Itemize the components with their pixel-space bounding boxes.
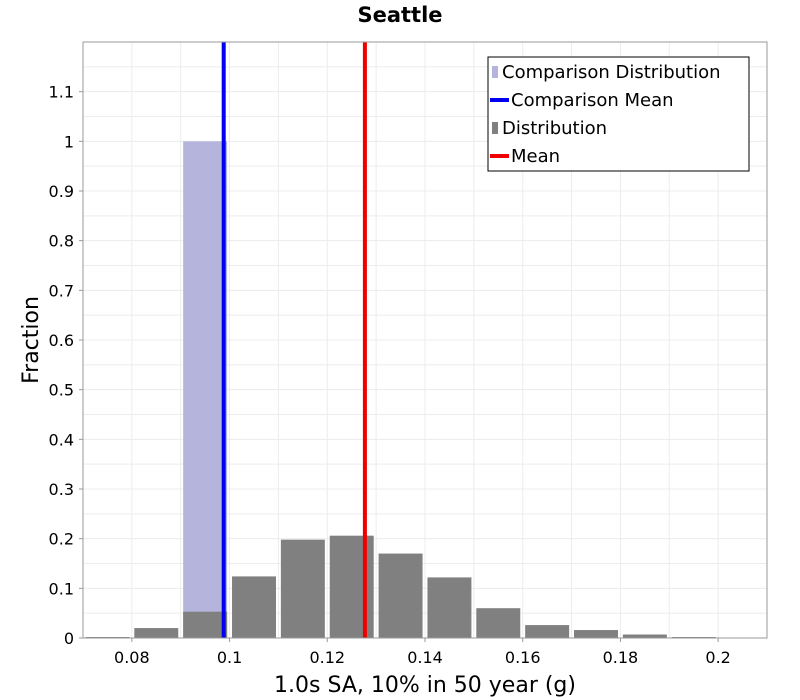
y-tick-label: 0 (64, 629, 74, 648)
y-tick-label: 1 (64, 132, 74, 151)
y-axis-ticks: 0 0.1 0.2 0.3 0.4 0.5 0.6 0.7 0.8 0.9 1 1.1 (49, 83, 83, 648)
distribution-legend-label: Distribution (502, 118, 607, 139)
chart-title: Seattle (357, 3, 442, 27)
x-tick-label: 0.12 (309, 648, 345, 667)
distribution-bar (232, 576, 276, 638)
distribution-bar (378, 553, 423, 638)
comparison-distribution-bars (183, 141, 228, 639)
x-tick-label: 0.18 (603, 648, 639, 667)
y-tick-label: 0.8 (49, 232, 74, 251)
x-tick-label: 0.16 (505, 648, 541, 667)
comparison-distribution-bar (183, 141, 228, 639)
y-tick-label: 0.5 (49, 381, 74, 400)
distribution-bar (525, 625, 570, 638)
comparison-distribution-legend-label: Comparison Distribution (502, 62, 721, 83)
distribution-bar (134, 628, 179, 638)
y-tick-label: 1.1 (49, 83, 74, 102)
y-tick-label: 0.9 (49, 182, 74, 201)
x-tick-label: 0.1 (217, 648, 242, 667)
mean-lines (221, 42, 367, 638)
x-tick-label: 0.2 (705, 648, 730, 667)
x-axis-ticks: 0.08 0.1 0.12 0.14 0.16 0.18 0.2 (114, 638, 731, 667)
distribution-bar (574, 630, 618, 638)
y-tick-label: 0.2 (49, 530, 74, 549)
y-axis-label: Fraction (19, 296, 44, 384)
legend-box (487, 56, 750, 172)
y-tick-label: 0.1 (49, 579, 74, 598)
x-tick-label: 0.08 (114, 648, 150, 667)
comparison-distribution-legend-swatch (492, 66, 498, 78)
distribution-bar (183, 611, 228, 638)
distribution-bar (622, 634, 667, 638)
distribution-bar (329, 535, 374, 638)
distribution-bar (280, 539, 325, 638)
distribution-bar (476, 608, 521, 638)
distribution-bar (427, 577, 472, 638)
y-tick-label: 0.4 (49, 430, 74, 449)
legend: Comparison Distribution Comparison Mean Di… (487, 56, 750, 172)
y-tick-label: 0.7 (49, 281, 74, 300)
x-tick-label: 0.14 (407, 648, 443, 667)
y-tick-label: 0.6 (49, 331, 74, 350)
comparison-mean-legend-label: Comparison Mean (511, 90, 674, 111)
distribution-legend-swatch (492, 122, 498, 134)
y-tick-label: 0.3 (49, 480, 74, 499)
x-axis-label: 1.0s SA, 10% in 50 year (g) (274, 673, 576, 698)
mean-legend-label: Mean (511, 146, 560, 167)
